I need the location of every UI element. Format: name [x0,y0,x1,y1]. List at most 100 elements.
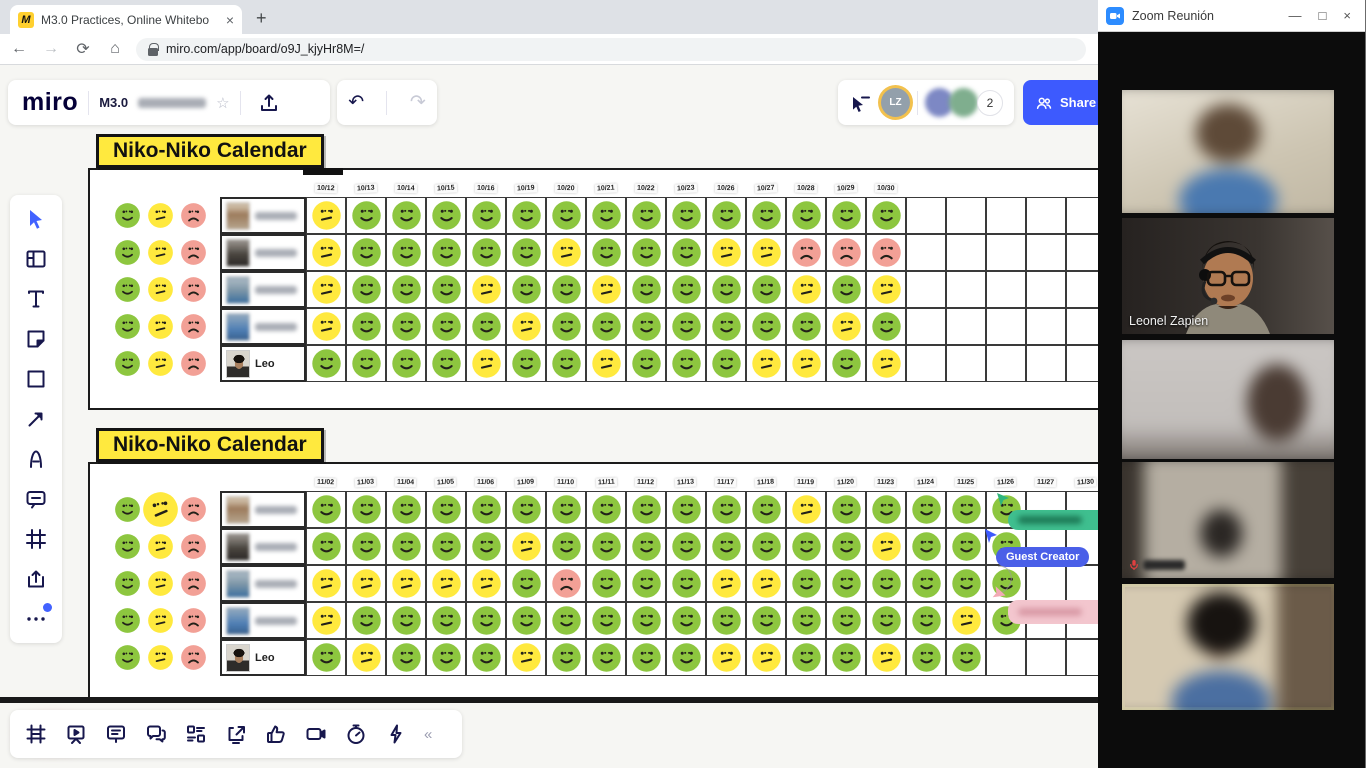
mood-sticker-cell[interactable] [666,528,706,565]
mood-sticker-cell[interactable] [346,565,386,602]
mood-sticker-cell[interactable] [466,345,506,382]
mood-sticker-cell[interactable] [866,565,906,602]
person-name-cell[interactable] [220,565,306,602]
empty-mood-cell[interactable] [1026,271,1066,308]
mood-sticker-cell[interactable] [946,602,986,639]
mood-sticker-cell[interactable] [546,308,586,345]
mood-sticker-cell[interactable] [626,308,666,345]
mood-sticker-cell[interactable] [906,565,946,602]
mood-sticker-cell[interactable] [586,528,626,565]
mood-sticker-cell[interactable] [466,639,506,676]
legend-neutral-face[interactable] [147,644,174,671]
mood-sticker-cell[interactable] [506,197,546,234]
timer[interactable] [340,716,372,752]
mood-sticker-cell[interactable] [746,639,786,676]
mood-sticker-cell[interactable] [626,528,666,565]
mood-sticker-cell[interactable] [826,271,866,308]
mood-sticker-cell[interactable] [666,234,706,271]
date-label[interactable]: 10/15 [435,183,457,194]
person-name-cell[interactable] [220,271,306,308]
person-name-cell[interactable] [220,528,306,565]
empty-mood-cell[interactable] [1066,197,1098,234]
browser-tab[interactable]: M M3.0 Practices, Online Whiteboa × [10,5,242,34]
mood-sticker-cell[interactable] [666,308,706,345]
empty-mood-cell[interactable] [906,197,946,234]
mood-sticker-cell[interactable] [586,308,626,345]
mood-sticker-cell[interactable] [546,271,586,308]
mood-sticker-cell[interactable] [346,197,386,234]
mood-sticker-cell[interactable] [746,528,786,565]
mood-sticker-cell[interactable] [946,565,986,602]
collapse-toolbar-icon[interactable]: « [424,725,433,743]
mood-sticker-cell[interactable] [626,345,666,382]
legend-happy-face[interactable] [114,607,141,634]
mood-sticker-cell[interactable] [666,491,706,528]
mood-sticker-cell[interactable] [426,234,466,271]
mood-sticker-cell[interactable] [306,602,346,639]
date-label[interactable]: 11/27 [1035,477,1057,488]
connection-line-tool[interactable] [18,401,54,437]
mood-sticker-cell[interactable] [866,602,906,639]
mood-sticker-cell[interactable] [546,234,586,271]
mood-sticker-cell[interactable] [786,234,826,271]
mood-sticker-cell[interactable] [586,639,626,676]
frames-panel[interactable] [20,716,52,752]
mood-sticker-cell[interactable] [466,197,506,234]
screen-share[interactable] [220,716,252,752]
mood-sticker-cell[interactable] [786,602,826,639]
empty-mood-cell[interactable] [1066,234,1098,271]
legend-happy-face[interactable] [114,350,141,377]
mood-sticker-cell[interactable] [706,345,746,382]
mood-sticker-cell[interactable] [466,308,506,345]
legend-happy-face[interactable] [114,202,141,229]
mood-sticker-cell[interactable] [866,234,906,271]
zoom-titlebar[interactable]: Zoom Reunión — □ × [1098,0,1365,32]
mood-sticker-cell[interactable] [986,565,1026,602]
mood-sticker-cell[interactable] [466,234,506,271]
mood-sticker-cell[interactable] [706,602,746,639]
mood-sticker-cell[interactable] [666,197,706,234]
mood-sticker-cell[interactable] [666,345,706,382]
mood-sticker-cell[interactable] [826,197,866,234]
templates-tool[interactable] [18,241,54,277]
empty-mood-cell[interactable] [986,345,1026,382]
mood-sticker-cell[interactable] [746,197,786,234]
date-label[interactable]: 11/25 [955,477,977,488]
mood-sticker-cell[interactable] [786,491,826,528]
zoom-maximize-button[interactable]: □ [1318,8,1327,23]
mood-sticker-cell[interactable] [626,234,666,271]
mood-sticker-cell[interactable] [426,345,466,382]
mood-sticker-cell[interactable] [866,308,906,345]
legend-neutral-face[interactable] [147,533,174,560]
mood-sticker-cell[interactable] [866,345,906,382]
mood-sticker-cell[interactable] [626,602,666,639]
empty-mood-cell[interactable] [1026,639,1066,676]
mood-sticker-cell[interactable] [706,308,746,345]
share-button[interactable]: Share [1023,80,1098,125]
mood-sticker-cell[interactable] [906,528,946,565]
current-user-avatar[interactable]: LZ [881,88,910,117]
mood-sticker-cell[interactable] [746,234,786,271]
mood-sticker-cell[interactable] [506,602,546,639]
mood-sticker-cell[interactable] [546,491,586,528]
mood-sticker-cell[interactable] [826,639,866,676]
mood-sticker-cell[interactable] [586,345,626,382]
frames-tool[interactable] [18,521,54,557]
mood-sticker-cell[interactable] [306,491,346,528]
mood-sticker-cell[interactable] [466,271,506,308]
mood-sticker-cell[interactable] [626,639,666,676]
mood-sticker-cell[interactable] [666,271,706,308]
person-name-cell[interactable] [220,602,306,639]
mood-sticker-cell[interactable] [426,491,466,528]
redo-icon[interactable]: ↷ [409,92,426,113]
date-label[interactable]: 10/30 [875,183,897,194]
legend-sad-face[interactable] [180,313,207,340]
mood-sticker-cell[interactable] [826,234,866,271]
legend-neutral-face[interactable] [147,202,174,229]
mood-sticker-cell[interactable] [386,197,426,234]
mood-sticker-cell[interactable] [746,271,786,308]
mood-sticker-cell[interactable] [306,234,346,271]
legend-happy-face[interactable] [114,239,141,266]
mood-sticker-cell[interactable] [426,197,466,234]
export-board-icon[interactable] [251,85,287,121]
